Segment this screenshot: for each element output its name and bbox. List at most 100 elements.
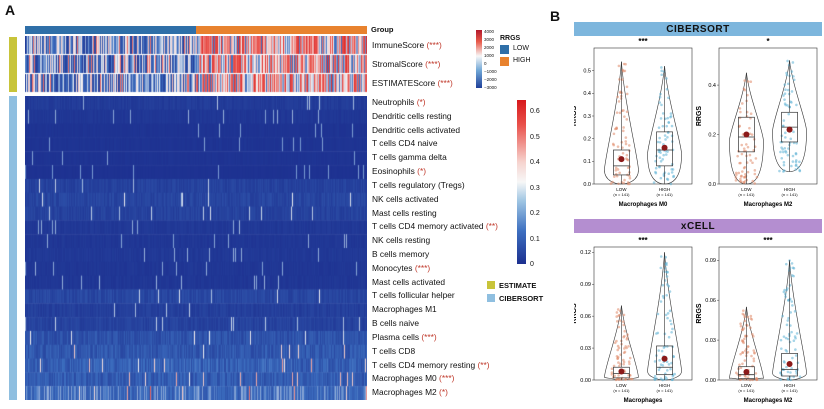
data-point xyxy=(621,320,625,324)
cell-row-label-text: Dendritic cells activated xyxy=(372,124,460,135)
y-tick-label: 0.5 xyxy=(583,68,591,74)
data-point xyxy=(630,377,634,381)
data-point xyxy=(746,170,750,174)
cell-row-label: T cells CD8 xyxy=(372,346,415,356)
data-point xyxy=(741,351,744,354)
cell-row-label-text: Plasma cells xyxy=(372,331,420,342)
data-point xyxy=(670,124,674,128)
data-point xyxy=(792,130,795,134)
cell-row-label-significance: (***) xyxy=(439,373,455,384)
data-point xyxy=(662,346,666,349)
data-point xyxy=(782,335,786,338)
data-point xyxy=(616,357,619,360)
data-point xyxy=(785,71,788,75)
y-axis-label: RRGS xyxy=(574,303,578,324)
data-point xyxy=(779,378,782,381)
cell-row-label-text: Dendritic cells resting xyxy=(372,110,452,121)
data-point xyxy=(665,377,668,380)
data-point xyxy=(615,320,619,323)
data-point xyxy=(622,313,626,317)
data-point xyxy=(623,347,626,350)
cell-row-label-text: T cells CD4 naive xyxy=(372,138,438,149)
data-point xyxy=(658,101,662,104)
data-point xyxy=(617,325,621,329)
x-axis-title: Macrophages M2 xyxy=(744,202,793,208)
data-point xyxy=(666,369,669,372)
data-point xyxy=(666,150,669,153)
data-point xyxy=(751,333,754,336)
data-point xyxy=(754,372,758,375)
data-point xyxy=(659,266,663,270)
data-point xyxy=(620,140,624,144)
cell-row-label-text: T cells CD4 memory activated xyxy=(372,221,484,232)
data-point xyxy=(753,351,756,354)
source-legend-estimate-swatch xyxy=(487,281,495,289)
rrgs-legend-low-swatch xyxy=(500,45,509,54)
cell-scale-tick: 0.3 xyxy=(530,184,540,192)
y-tick-label: 0.3 xyxy=(583,114,591,120)
data-point xyxy=(782,163,786,167)
data-point xyxy=(657,368,661,372)
source-legend-cibersort: CIBERSORT xyxy=(499,294,544,303)
box xyxy=(613,149,630,176)
data-point xyxy=(746,315,750,319)
cell-scale-tick: 0.2 xyxy=(530,210,540,217)
data-point xyxy=(783,361,786,364)
box xyxy=(738,116,755,153)
data-point xyxy=(783,102,787,106)
rrgs-legend-low: LOW xyxy=(513,45,529,52)
data-point xyxy=(658,156,662,160)
data-point xyxy=(665,275,669,278)
data-point xyxy=(752,357,756,360)
data-point xyxy=(748,132,752,136)
score-heatmap xyxy=(25,36,367,93)
cell-row-label: T cells follicular helper xyxy=(372,290,455,300)
data-point xyxy=(753,182,757,185)
data-point xyxy=(652,181,656,184)
data-point xyxy=(780,347,783,350)
x-category-label: LOW xyxy=(616,383,627,388)
data-point xyxy=(654,170,657,174)
cell-row-label-text: T cells gamma delta xyxy=(372,152,447,163)
box-plots: 0.5 0.4 0.3 0.2 0.1 0.0 RRGS *** Macrophages M0 L… xyxy=(574,37,818,404)
data-point xyxy=(741,309,745,312)
cell-row-label-text: Macrophages M1 xyxy=(372,304,437,315)
y-tick-label: 0.4 xyxy=(583,91,591,97)
data-point xyxy=(790,262,794,265)
data-point xyxy=(666,116,670,120)
data-point xyxy=(661,283,665,287)
data-point xyxy=(745,143,748,146)
data-point xyxy=(739,110,742,114)
data-point xyxy=(664,138,667,141)
data-point xyxy=(622,360,626,364)
data-point xyxy=(794,354,798,357)
data-point xyxy=(619,97,623,100)
data-point xyxy=(659,92,662,96)
y-tick-label: 0.06 xyxy=(580,314,591,320)
cell-row-label-text: T cells follicular helper xyxy=(372,290,455,301)
data-point xyxy=(664,313,668,317)
x-category-n: (n = 141) xyxy=(781,192,798,197)
data-point xyxy=(743,165,747,169)
data-point xyxy=(748,153,752,157)
mean-point xyxy=(661,144,668,151)
data-point xyxy=(657,150,661,154)
box xyxy=(738,366,755,380)
data-point xyxy=(752,335,755,338)
data-point xyxy=(626,181,630,184)
data-point xyxy=(625,153,629,157)
cell-row-label: Monocytes (***) xyxy=(372,263,430,273)
y-tick-label: 0.03 xyxy=(580,346,591,352)
plot-frame xyxy=(718,246,818,381)
data-point xyxy=(794,348,797,351)
data-point xyxy=(739,180,743,183)
data-point xyxy=(746,345,750,348)
data-point xyxy=(779,338,783,342)
data-point xyxy=(781,314,784,318)
score-row-label-significance: (***) xyxy=(425,59,441,69)
data-point xyxy=(794,160,798,164)
data-point xyxy=(794,168,798,171)
data-point xyxy=(663,332,667,336)
data-point xyxy=(751,179,755,183)
cell-row-label-significance: (*) xyxy=(416,97,426,107)
